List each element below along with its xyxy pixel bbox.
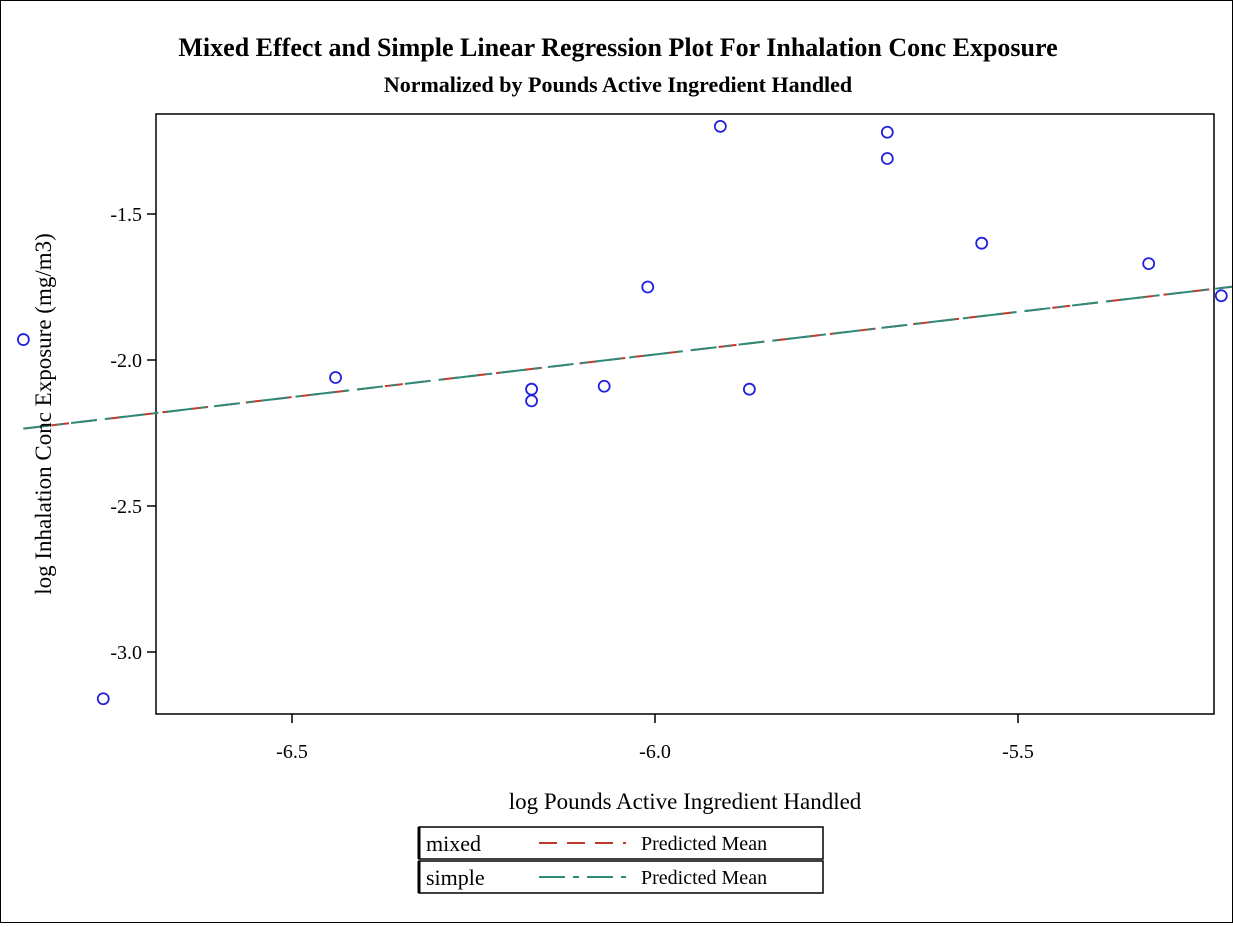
- y-tick-label: -2.5: [110, 496, 142, 518]
- x-tick-label: -6.5: [276, 741, 308, 763]
- chart-title: Mixed Effect and Simple Linear Regressio…: [178, 33, 1057, 62]
- y-tick-label: -1.5: [110, 204, 142, 226]
- data-point: [742, 382, 756, 396]
- legend: mixed Predicted Mean simple Predicted Mean: [417, 826, 824, 894]
- data-point: [641, 280, 655, 294]
- y-tick-label: -2.0: [110, 350, 142, 372]
- data-points: [16, 120, 1228, 706]
- data-point: [16, 333, 30, 346]
- y-axis-label: log Inhalation Conc Exposure (mg/m3): [31, 233, 56, 595]
- data-point: [880, 125, 894, 139]
- legend-entry-label: Predicted Mean: [641, 833, 767, 855]
- data-point: [525, 394, 538, 408]
- data-point: [713, 120, 727, 133]
- x-tick-label: -5.5: [1002, 741, 1034, 763]
- regression-line-simple: [23, 285, 1233, 430]
- y-tick-label: -3.0: [110, 642, 142, 664]
- data-point: [597, 379, 611, 393]
- plot-area: [155, 113, 1215, 715]
- y-axis-ticks: -3.0 -2.5 -2.0 -1.5: [110, 204, 156, 664]
- data-point: [1142, 257, 1156, 271]
- data-point: [1214, 289, 1228, 303]
- x-tick-label: -6.0: [639, 741, 671, 763]
- data-point: [329, 371, 342, 384]
- legend-group-label: simple: [426, 865, 485, 890]
- regression-lines: [23, 285, 1233, 430]
- data-point: [975, 236, 989, 250]
- x-axis-label: log Pounds Active Ingredient Handled: [509, 789, 862, 814]
- chart-subtitle: Normalized by Pounds Active Ingredient H…: [384, 72, 852, 97]
- legend-group-label: mixed: [426, 831, 481, 856]
- data-point: [525, 382, 538, 396]
- data-point: [96, 692, 110, 706]
- regression-line-mixed: [23, 285, 1233, 430]
- legend-entry-label: Predicted Mean: [641, 867, 767, 889]
- x-axis-ticks: -6.5 -6.0 -5.5: [276, 714, 1034, 763]
- data-point: [880, 152, 894, 165]
